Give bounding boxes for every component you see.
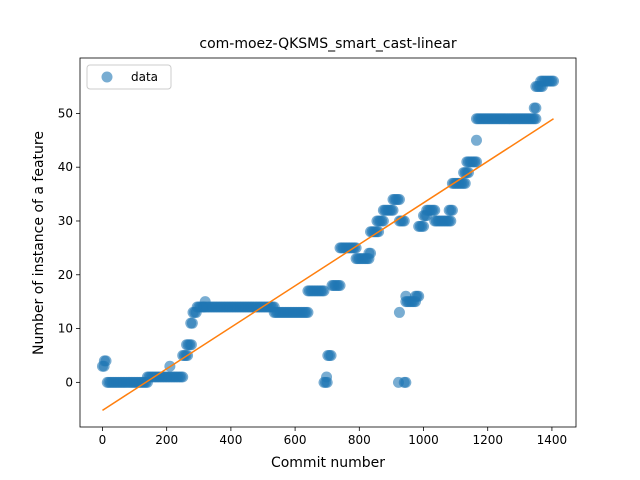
y-tick-label: 10 xyxy=(58,322,73,336)
data-point xyxy=(321,371,333,383)
x-tick-label: 0 xyxy=(99,433,107,447)
y-axis-label: Number of instance of a feature xyxy=(31,131,47,355)
data-point xyxy=(185,339,197,351)
data-point xyxy=(413,290,425,302)
data-point xyxy=(445,215,457,227)
x-tick-label: 1400 xyxy=(537,433,568,447)
data-point xyxy=(398,215,410,227)
data-point xyxy=(418,220,430,232)
data-point xyxy=(302,306,314,318)
data-point xyxy=(100,355,112,367)
x-axis-label: Commit number xyxy=(271,455,385,471)
data-point xyxy=(186,317,198,329)
x-tick-label: 800 xyxy=(348,433,371,447)
y-tick-label: 30 xyxy=(58,214,73,228)
chart-title: com-moez-QKSMS_smart_cast-linear xyxy=(199,36,456,52)
data-point xyxy=(393,193,405,205)
y-tick-label: 40 xyxy=(58,160,73,174)
data-point xyxy=(177,371,189,383)
y-tick-label: 20 xyxy=(58,268,73,282)
x-tick-label: 600 xyxy=(284,433,307,447)
data-point xyxy=(377,215,389,227)
axes-frame xyxy=(79,57,577,428)
data-point xyxy=(318,285,330,297)
x-tick-label: 400 xyxy=(219,433,242,447)
fit-line xyxy=(102,118,554,411)
data-point xyxy=(470,134,482,146)
legend: data xyxy=(86,64,172,90)
data-point xyxy=(459,177,471,189)
x-tick-label: 1000 xyxy=(408,433,439,447)
data-point xyxy=(393,306,405,318)
data-point xyxy=(548,75,560,87)
data-point xyxy=(400,376,412,388)
x-axis: 0 200 400 600 800 1000 1200 1400 xyxy=(99,427,568,447)
data-point xyxy=(530,102,542,114)
legend-box xyxy=(86,64,172,90)
y-tick-label: 0 xyxy=(65,375,73,389)
data-point xyxy=(334,280,346,292)
data-point xyxy=(429,204,441,216)
legend-marker xyxy=(101,71,113,83)
data-point xyxy=(387,204,399,216)
data-point xyxy=(325,349,337,361)
y-tick-label: 50 xyxy=(58,106,73,120)
plot-area xyxy=(79,57,577,428)
x-tick-label: 200 xyxy=(155,433,178,447)
data-point xyxy=(365,247,377,259)
legend-label: data xyxy=(131,70,158,84)
data-point xyxy=(530,113,542,125)
x-tick-label: 1200 xyxy=(472,433,503,447)
y-axis: 0 10 20 30 40 50 xyxy=(58,106,80,389)
data-point xyxy=(470,156,482,168)
data-point xyxy=(446,204,458,216)
